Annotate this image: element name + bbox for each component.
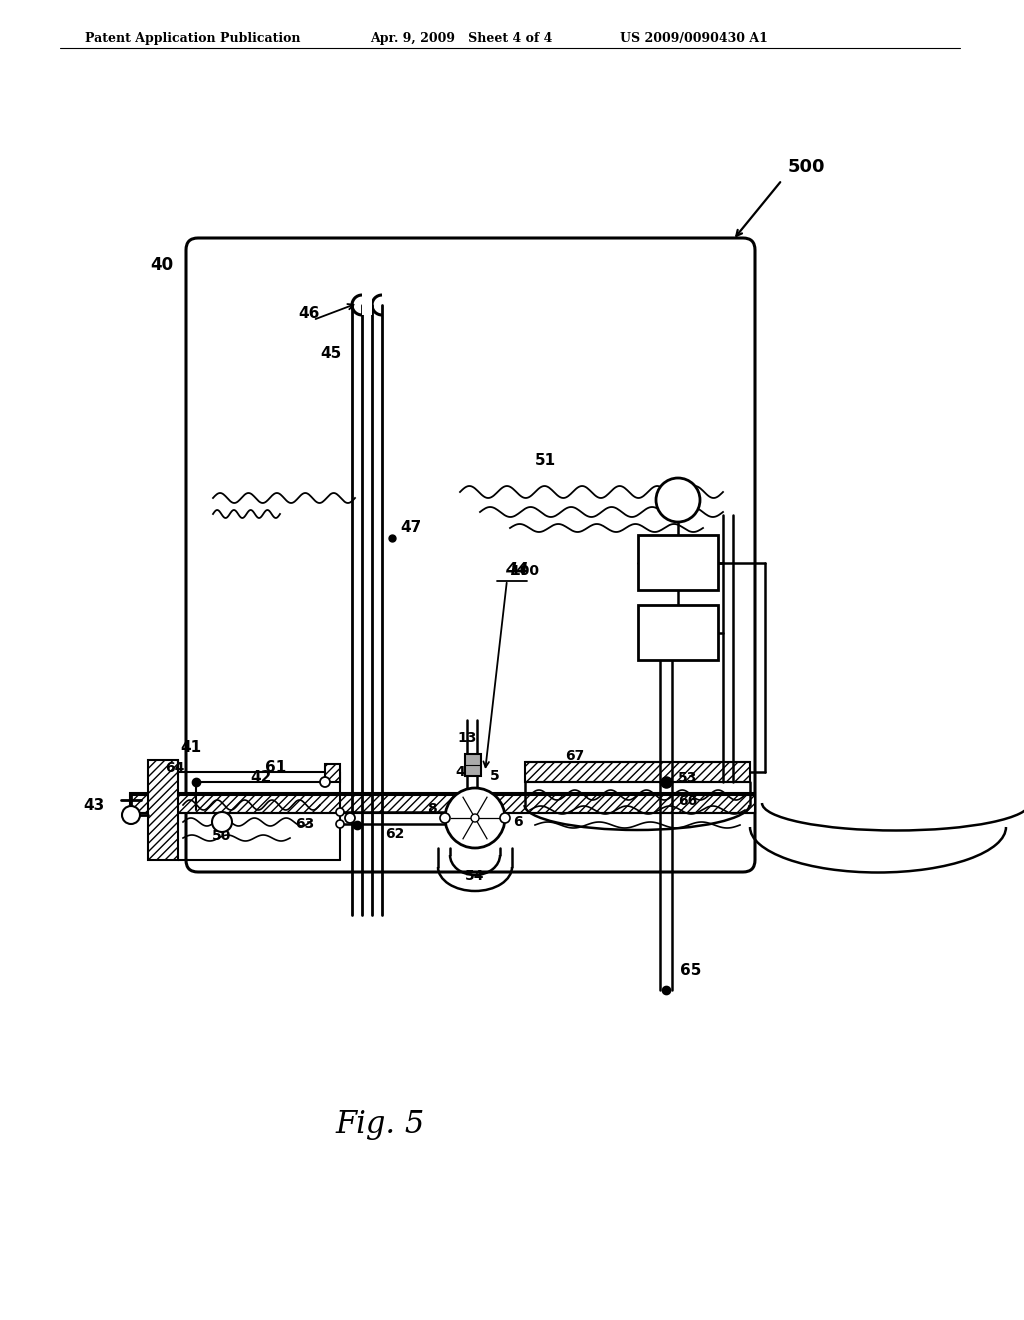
Text: 13: 13 [457,731,476,744]
Bar [148,760,178,861]
Text: Patent Application Publication: Patent Application Publication [85,32,300,45]
Text: 100: 100 [510,564,539,578]
Text: 500: 500 [788,158,825,176]
Bar [638,535,718,590]
Text: 50: 50 [212,829,231,843]
Circle shape [471,814,479,822]
Circle shape [440,813,450,822]
Text: 49: 49 [668,492,688,507]
Circle shape [345,813,355,822]
Text: 46: 46 [298,306,319,321]
Text: 51: 51 [535,453,556,469]
Text: 4: 4 [455,766,465,779]
FancyBboxPatch shape [186,238,755,873]
Text: 41: 41 [180,741,201,755]
Circle shape [212,812,232,832]
Circle shape [336,808,344,816]
Text: 8: 8 [427,803,437,816]
Text: 48: 48 [666,554,690,572]
Text: 44: 44 [505,561,528,579]
Text: Fig. 5: Fig. 5 [336,1110,425,1140]
Text: 62: 62 [385,828,404,841]
Bar [362,294,372,315]
Bar [465,754,481,776]
Bar [525,762,750,781]
Text: US 2009/0090430 A1: US 2009/0090430 A1 [620,32,768,45]
Text: 53: 53 [678,771,697,785]
Text: 66: 66 [678,795,697,808]
Circle shape [319,777,330,787]
Text: 67: 67 [565,748,585,763]
Text: 63: 63 [295,817,314,832]
Text: 40: 40 [150,256,173,275]
Text: 43: 43 [84,799,105,813]
Circle shape [122,807,140,824]
Text: 42: 42 [250,770,271,785]
Text: Apr. 9, 2009   Sheet 4 of 4: Apr. 9, 2009 Sheet 4 of 4 [370,32,552,45]
Circle shape [336,820,344,828]
Text: 5: 5 [490,770,500,783]
Text: 61: 61 [265,760,287,775]
Bar [130,793,755,813]
Text: 64: 64 [166,762,185,775]
Text: 6: 6 [513,814,522,829]
Text: 54: 54 [465,869,484,883]
Bar [638,605,718,660]
Text: 52: 52 [666,624,690,642]
Text: 65: 65 [680,964,701,978]
Text: 45: 45 [319,346,341,360]
Bar [325,764,340,781]
Circle shape [656,478,700,521]
Text: 47: 47 [400,520,421,535]
Circle shape [445,788,505,847]
Circle shape [500,813,510,822]
